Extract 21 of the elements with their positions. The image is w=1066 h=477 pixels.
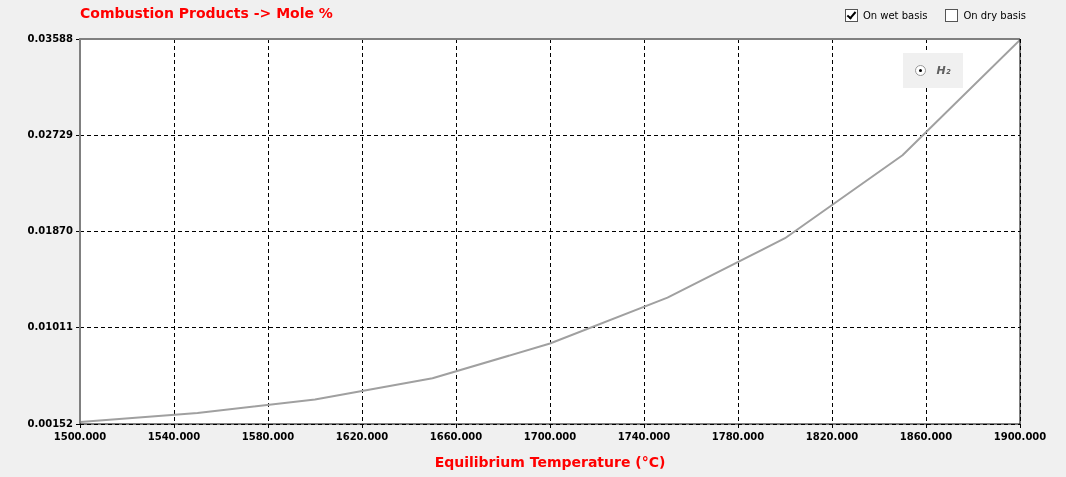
x-tick-label: 1540.000 xyxy=(147,430,201,442)
x-tick-label: 1900.000 xyxy=(993,430,1047,442)
y-tick-label: 0.00152 xyxy=(27,417,74,429)
x-tick-label: 1700.000 xyxy=(523,430,577,442)
x-axis-title: Equilibrium Temperature (°C) xyxy=(434,453,666,470)
text: On wet basis xyxy=(862,10,928,21)
text: On dry basis xyxy=(963,10,1026,21)
chart-title: Combustion Products -> Mole % xyxy=(80,4,333,21)
y-tick-label: 0.01870 xyxy=(27,225,74,237)
x-tick-label: 1740.000 xyxy=(617,430,671,442)
legend-label: H₂ xyxy=(936,64,951,77)
y-tick-label: 0.01011 xyxy=(27,321,74,333)
x-tick-label: 1620.000 xyxy=(335,430,389,442)
y-tick-label: 0.02729 xyxy=(27,128,74,140)
x-tick-label: 1820.000 xyxy=(805,430,859,442)
x-tick-label: 1860.000 xyxy=(899,430,953,442)
x-tick-label: 1580.000 xyxy=(241,430,295,442)
y-tick-label: 0.03588 xyxy=(27,32,74,44)
x-tick-label: 1660.000 xyxy=(429,430,483,442)
x-tick-label: 1500.000 xyxy=(53,430,107,442)
x-tick-label: 1780.000 xyxy=(711,430,765,442)
